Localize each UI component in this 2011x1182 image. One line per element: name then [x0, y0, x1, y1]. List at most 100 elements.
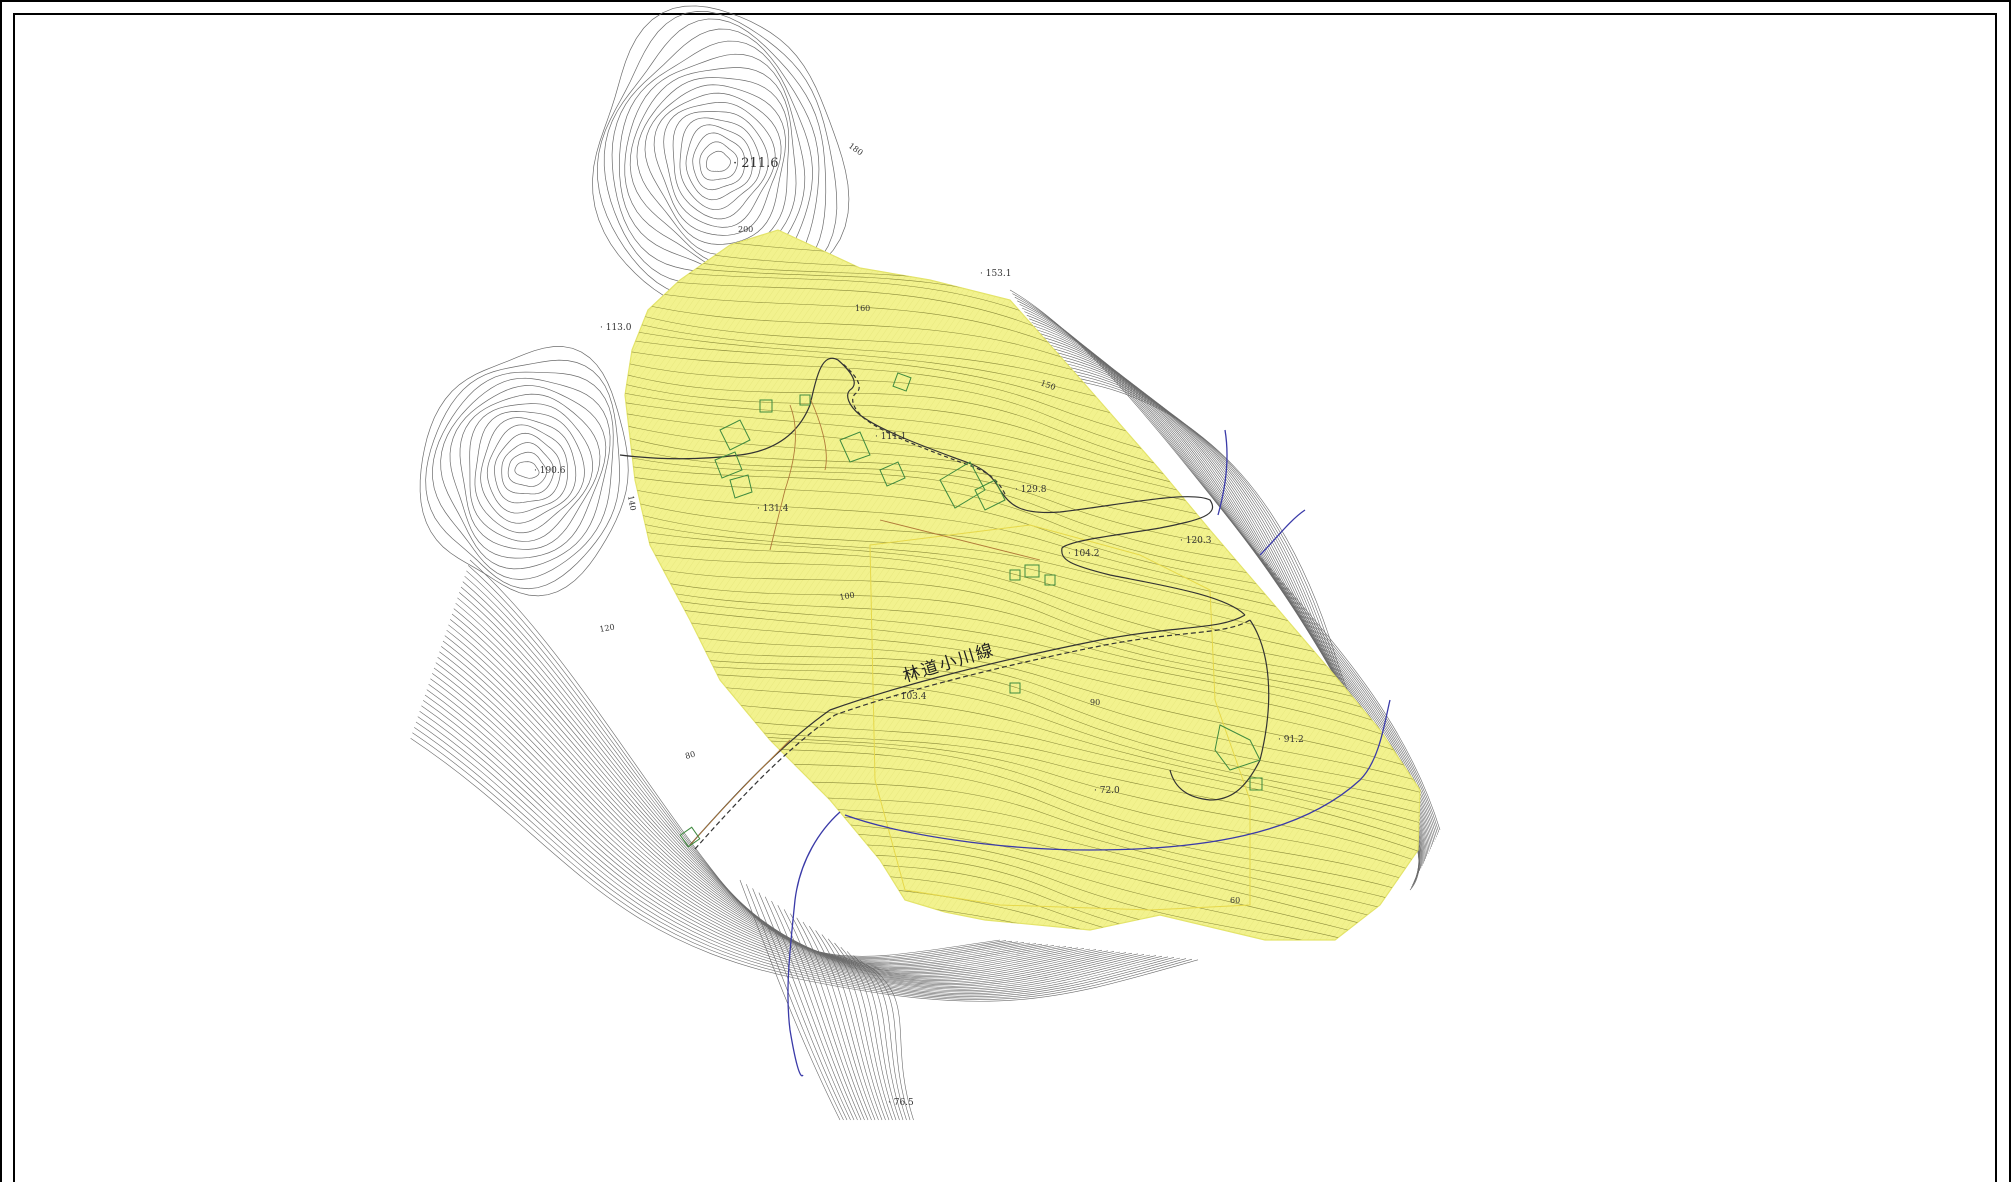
contour-line	[625, 555, 1420, 717]
contour-line	[440, 377, 611, 570]
contour-line	[435, 662, 1115, 981]
footpaths	[689, 397, 1041, 846]
contour-line	[796, 917, 872, 1121]
contour-elevation-label: 120	[599, 622, 616, 634]
contour-line	[507, 451, 547, 487]
contour-line	[455, 602, 1049, 967]
contour-line	[834, 942, 893, 1121]
contour-line	[449, 385, 607, 559]
contour-line	[872, 967, 914, 1121]
contour-line	[625, 660, 1420, 822]
spot-height-label: · 120.3	[1180, 536, 1212, 546]
contour-line	[625, 608, 1420, 769]
contour-line	[459, 393, 601, 550]
contour-line	[706, 150, 731, 172]
contour-line	[412, 732, 1193, 1000]
contour-line	[437, 656, 1109, 980]
contour-line	[453, 608, 1055, 968]
spot-height-label: · 111.1	[875, 432, 907, 442]
contour-line	[815, 930, 883, 1121]
project-site-area	[624, 229, 1421, 941]
development-boundary	[869, 524, 1251, 911]
contour-line	[486, 424, 568, 514]
contour-line	[644, 84, 786, 245]
spot-height-label: · 153.1	[980, 269, 1012, 279]
spot-heights: · 211.6 · 190.6 · 113.0 · 153.1 · 131.4 · 129…	[534, 156, 1304, 1108]
contour-line	[783, 909, 865, 1121]
drawing-frame	[13, 13, 1997, 1182]
contour-elevation-label: 160	[855, 304, 870, 313]
contour-line	[419, 346, 629, 597]
spot-height-label: · 76.5	[888, 1098, 914, 1108]
spot-height-label: · 113.0	[600, 323, 632, 333]
contour-line	[653, 92, 782, 236]
contour-line	[444, 635, 1085, 975]
contour-line	[625, 629, 1420, 790]
contour-line	[625, 681, 1420, 843]
spot-height-label: · 104.2	[1068, 549, 1100, 559]
contour-line	[501, 442, 555, 495]
contour-line	[448, 624, 1073, 972]
contour-line	[685, 124, 753, 201]
contour-line	[446, 629, 1079, 973]
contour-line	[423, 700, 1157, 991]
contour-line	[679, 117, 761, 210]
contour-line	[663, 101, 776, 228]
contour-line	[421, 705, 1163, 993]
contour-elevation-label: 100	[839, 590, 856, 602]
contour-elevation-label: 180	[847, 141, 865, 157]
contour-line	[809, 926, 879, 1121]
contour-line	[430, 678, 1133, 986]
contour-line	[625, 576, 1420, 738]
contour-line	[625, 597, 1420, 759]
contour-line	[699, 141, 739, 181]
contour-line	[425, 359, 620, 590]
contour-line	[859, 959, 907, 1121]
contour-line	[428, 683, 1139, 987]
contour-line	[457, 597, 1043, 966]
contour-elevation-label: 90	[1090, 698, 1100, 707]
contour-line	[439, 651, 1103, 979]
contour-line	[424, 694, 1151, 990]
contour-line	[846, 951, 900, 1121]
contour-line	[432, 673, 1127, 984]
spot-height-label: · 91.2	[1278, 735, 1304, 745]
spot-height-label: · 129.8	[1015, 485, 1047, 495]
contour-line	[474, 410, 585, 534]
contour-line	[625, 923, 1420, 940]
contour-line	[462, 581, 1025, 962]
contour-line	[442, 640, 1091, 976]
spot-height-label: · 211.6	[733, 156, 778, 171]
contour-line	[672, 111, 769, 220]
contour-elevation-label: 60	[1230, 896, 1240, 905]
contour-line	[758, 892, 851, 1121]
contour-line	[460, 586, 1031, 963]
contour-line	[410, 737, 1199, 1002]
contour-line	[827, 938, 890, 1121]
contour-line	[625, 534, 1420, 696]
contour-line	[625, 545, 1420, 706]
spot-height-label: · 72.0	[1094, 786, 1120, 796]
contour-line	[790, 913, 869, 1121]
contour-line	[746, 884, 844, 1121]
contour-line	[625, 587, 1420, 748]
contour-line	[414, 727, 1187, 999]
contour-line	[739, 879, 841, 1121]
contour-line	[625, 639, 1420, 801]
contour-line	[426, 689, 1145, 989]
contour-line	[419, 710, 1169, 994]
contour-line	[451, 613, 1061, 970]
contour-line	[764, 896, 855, 1121]
contour-elevation-label: 140	[626, 495, 638, 512]
contour-line	[692, 132, 746, 191]
contour-elevation-label: 200	[738, 225, 753, 234]
contour-line	[415, 721, 1181, 997]
spot-height-label: · 131.4	[757, 504, 789, 514]
contour-line	[802, 921, 876, 1121]
contour-line	[625, 618, 1420, 780]
terrain-contours	[410, 5, 1441, 1121]
contour-line	[853, 955, 904, 1121]
contour-line	[821, 934, 886, 1121]
